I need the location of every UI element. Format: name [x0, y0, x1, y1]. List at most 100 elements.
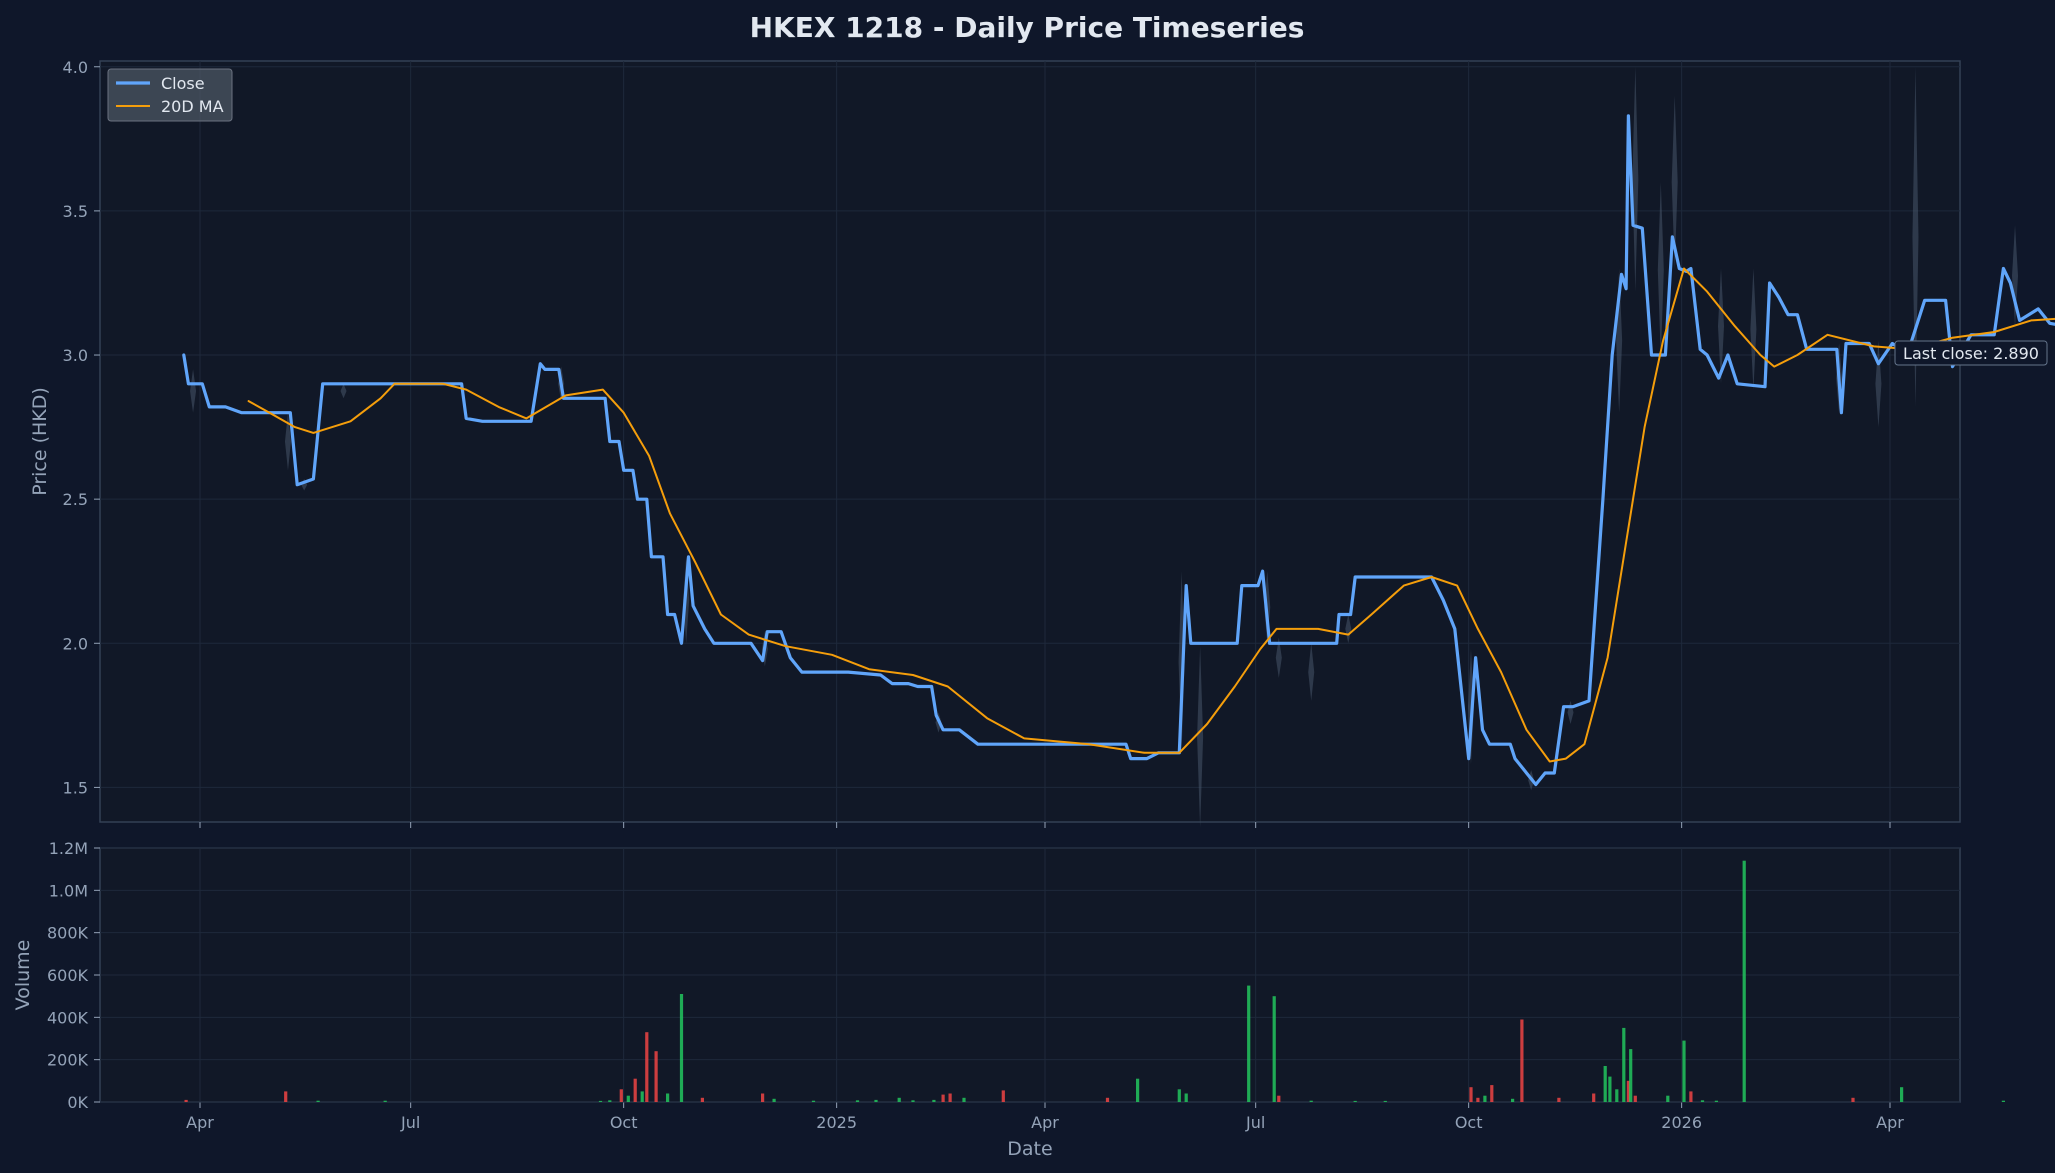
- x-tick-label: Apr: [1031, 1113, 1059, 1132]
- volume-bar-up: [874, 1099, 878, 1102]
- volume-bar-up: [1622, 1027, 1626, 1102]
- price-range-spike: [301, 478, 308, 491]
- price-y-axis-label: Price (HKD): [29, 387, 51, 496]
- volume-bar-down: [633, 1078, 637, 1102]
- price-range-spike: [1750, 268, 1757, 390]
- volume-bar-down: [948, 1093, 952, 1102]
- volume-bar-down: [1469, 1087, 1473, 1102]
- last-close-annotation-box: [1894, 340, 2048, 366]
- volume-y-tick-label: 0K: [67, 1093, 88, 1112]
- volume-bar-down: [761, 1093, 765, 1102]
- x-tick-label: Oct: [1455, 1113, 1483, 1132]
- volume-bar-down: [1689, 1091, 1693, 1102]
- price-range-spike: [1671, 95, 1678, 269]
- volume-bar-up: [1666, 1095, 1670, 1102]
- legend-label-ma: 20D MA: [161, 97, 224, 116]
- volume-bar-up: [1742, 860, 1746, 1102]
- price-range-spike: [1308, 643, 1315, 701]
- volume-bar-down: [1277, 1095, 1281, 1102]
- volume-bar-down: [654, 1051, 658, 1102]
- volume-bar-up: [911, 1100, 915, 1102]
- volume-bar-up: [666, 1093, 670, 1102]
- volume-bar-up: [1177, 1089, 1181, 1102]
- price-y-tick-label: 2.0: [63, 634, 88, 653]
- volume-bar-up: [679, 994, 684, 1102]
- volume-bar-down: [1626, 1080, 1630, 1102]
- chart-legend: Close 20D MA: [107, 68, 233, 122]
- price-range-spike: [1718, 268, 1724, 384]
- volume-y-tick-label: 1.2M: [49, 839, 88, 858]
- x-tick-label: 2026: [1661, 1113, 1702, 1132]
- chart-title: HKEX 1218 - Daily Price Timeseries: [750, 11, 1305, 44]
- price-y-tick-label: 3.5: [63, 202, 88, 221]
- x-tick-label: Jul: [400, 1113, 420, 1132]
- volume-bar-up: [598, 1100, 603, 1102]
- last-close-annotation: Last close: 2.890: [1903, 344, 2039, 363]
- volume-bar-up: [962, 1097, 966, 1102]
- price-range-spike: [190, 369, 197, 413]
- volume-bar-down: [645, 1032, 649, 1102]
- legend-label-close: Close: [161, 74, 205, 93]
- volume-bar-up: [1136, 1078, 1140, 1102]
- volume-bar-up: [932, 1099, 936, 1102]
- volume-bar-up: [608, 1100, 612, 1102]
- volume-bar-up: [1511, 1098, 1515, 1102]
- volume-bar-down: [1851, 1097, 1855, 1102]
- price-range-spike: [1345, 614, 1352, 644]
- volume-bar-up: [640, 1091, 644, 1102]
- volume-y-tick-label: 600K: [47, 966, 89, 985]
- moving-average-line: [247, 267, 2055, 763]
- volume-bar-down: [1557, 1097, 1561, 1102]
- price-range-spike: [1616, 268, 1623, 413]
- volume-bar-up: [1615, 1089, 1619, 1102]
- price-range-spike: [284, 412, 291, 471]
- volume-bar-up: [383, 1100, 387, 1102]
- volume-bar-down: [1105, 1097, 1110, 1102]
- price-range-spike: [1912, 66, 1919, 407]
- volume-bar-down: [1520, 1019, 1524, 1102]
- volume-bar-down: [284, 1091, 288, 1102]
- volume-bar-up: [1714, 1100, 1718, 1102]
- price-y-tick-label: 3.0: [63, 346, 88, 365]
- volume-bar-up: [772, 1098, 776, 1102]
- volume-bar-up: [1383, 1100, 1387, 1102]
- volume-bar-up: [1272, 996, 1276, 1102]
- volume-y-tick-label: 800K: [47, 924, 89, 943]
- x-tick-label: Oct: [610, 1113, 638, 1132]
- volume-bar-up: [855, 1100, 860, 1102]
- volume-y-axis-label: Volume: [12, 940, 34, 1011]
- price-y-tick-label: 1.5: [63, 778, 88, 797]
- volume-bar-up: [1483, 1095, 1487, 1102]
- volume-bar-up: [897, 1097, 901, 1102]
- volume-bar-up: [1608, 1076, 1612, 1102]
- price-range-spike: [340, 383, 347, 399]
- volume-y-tick-label: 1.0M: [49, 881, 88, 900]
- volume-bar-down: [184, 1099, 188, 1102]
- volume-bar-up: [811, 1100, 816, 1102]
- price-y-tick-label: 4.0: [63, 58, 88, 77]
- volume-bar-up: [316, 1100, 320, 1102]
- volume-bar-up: [1629, 1049, 1633, 1102]
- volume-bar-down: [941, 1094, 945, 1102]
- volume-bar-up: [1353, 1100, 1357, 1102]
- volume-bar-down: [1490, 1085, 1494, 1102]
- volume-bar-up: [1247, 985, 1251, 1102]
- x-tick-label: Apr: [1876, 1113, 1904, 1132]
- volume-bar-up: [1603, 1066, 1607, 1102]
- volume-bar-up: [1700, 1100, 1705, 1102]
- volume-bar-down: [619, 1089, 623, 1102]
- volume-bar-down: [700, 1097, 704, 1102]
- volume-bar-up: [1900, 1087, 1904, 1102]
- volume-bar-down: [1001, 1090, 1005, 1102]
- volume-bar-up: [2001, 1100, 2005, 1102]
- volume-y-tick-label: 400K: [47, 1008, 89, 1027]
- volume-bar-up: [1682, 1040, 1686, 1102]
- price-range-spike: [1197, 646, 1204, 828]
- x-tick-label: Apr: [186, 1113, 214, 1132]
- x-tick-label: 2025: [816, 1113, 857, 1132]
- price-y-tick-label: 2.5: [63, 490, 88, 509]
- x-axis-label: Date: [1007, 1138, 1052, 1160]
- volume-y-tick-label: 200K: [47, 1051, 89, 1070]
- close-price-line: [182, 114, 2055, 787]
